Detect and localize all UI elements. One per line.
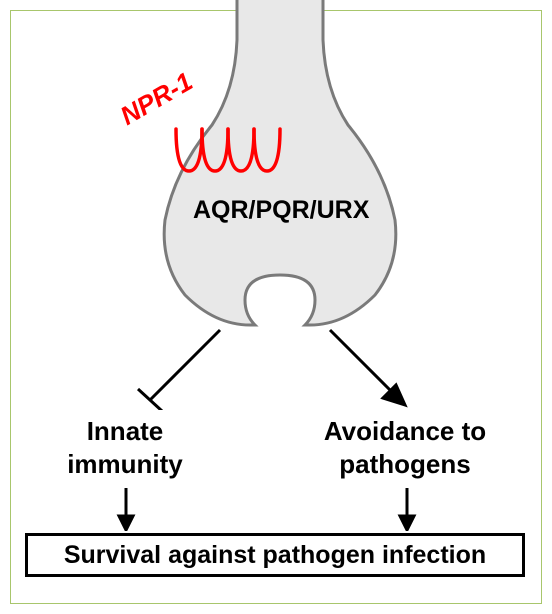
right-output-label: Avoidance to pathogens	[290, 415, 520, 480]
left-output-label: Innate immunity	[35, 415, 215, 480]
arrow-down-right	[397, 486, 417, 531]
right-output-line1: Avoidance to	[324, 416, 486, 446]
arrow-activate-right	[320, 325, 420, 410]
arrow-down-left	[116, 486, 136, 531]
neurons-label: AQR/PQR/URX	[193, 196, 369, 225]
outcome-text: Survival against pathogen infection	[64, 541, 486, 570]
left-output-line1: Innate	[87, 416, 164, 446]
arrow-inhibit-left	[130, 325, 230, 410]
right-output-line2: pathogens	[339, 449, 470, 479]
receptor-shape	[170, 123, 290, 178]
receptor-loops	[176, 129, 280, 171]
left-output-line2: immunity	[67, 449, 183, 479]
outcome-box: Survival against pathogen infection	[25, 533, 525, 577]
